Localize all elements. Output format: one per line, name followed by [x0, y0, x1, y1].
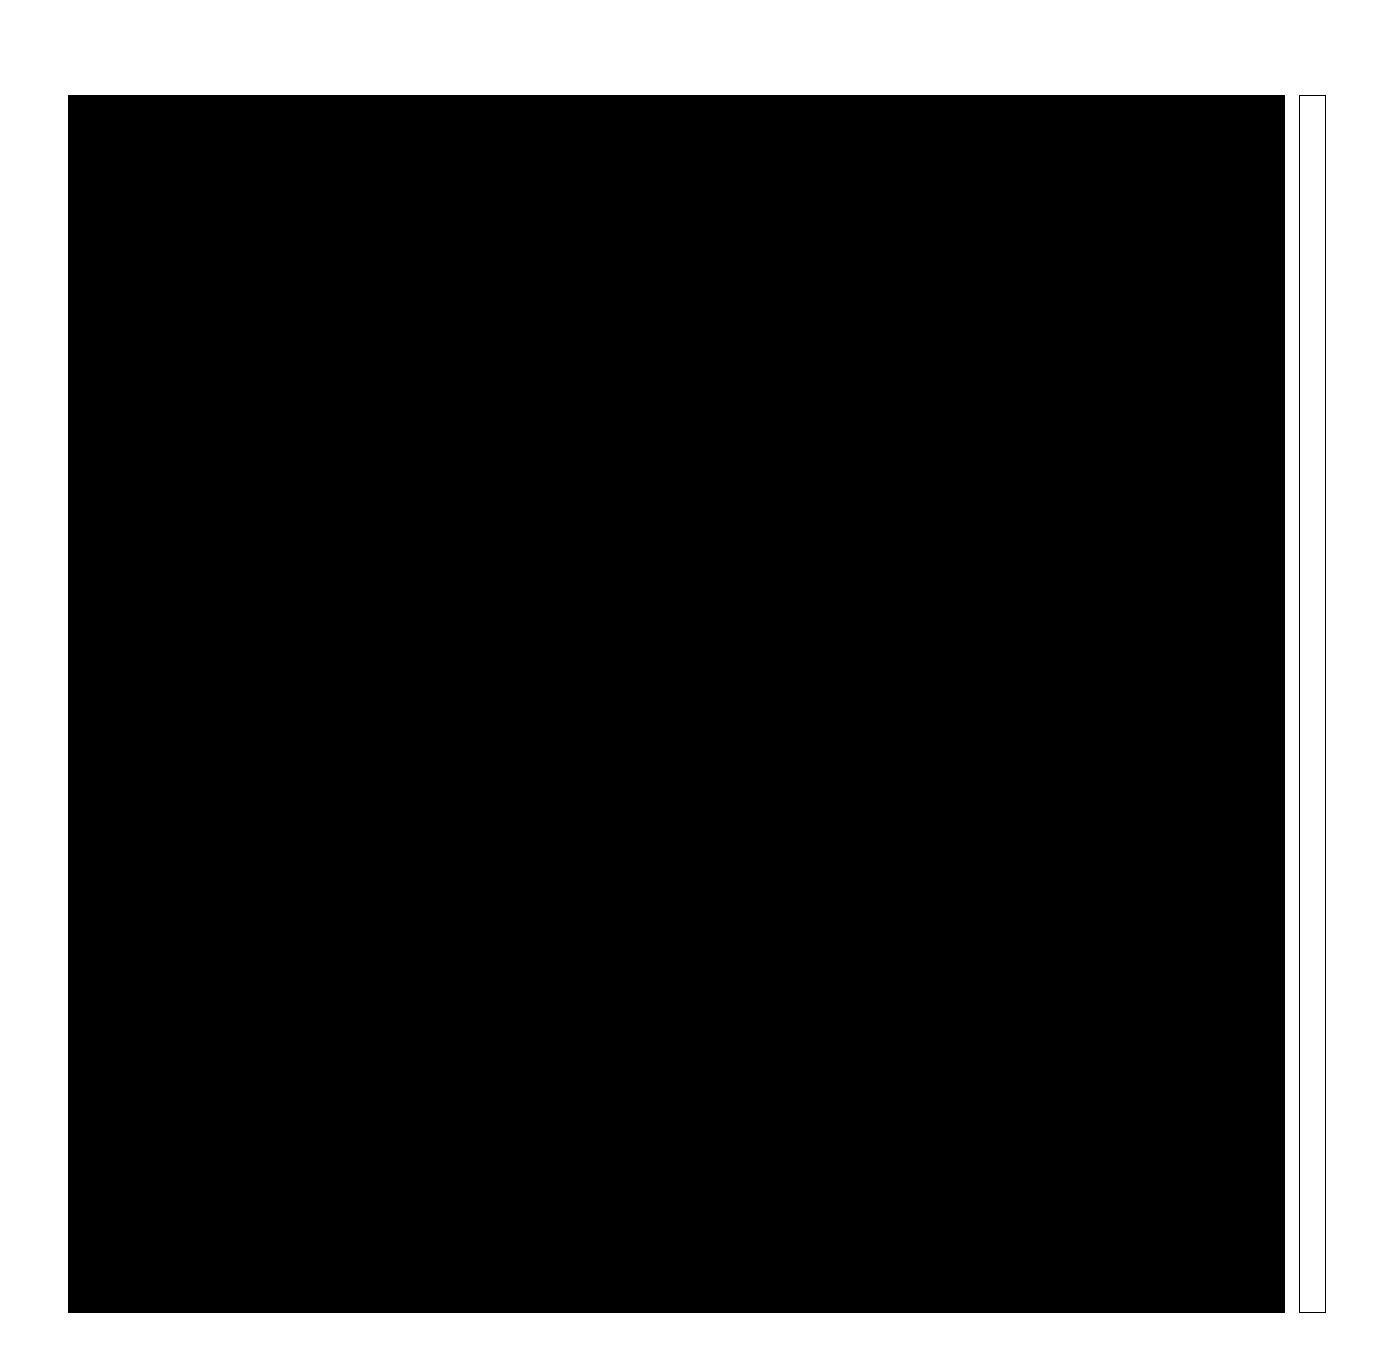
satellite-plot-area — [68, 95, 1285, 1313]
satellite-imagery-canvas — [68, 95, 1285, 1313]
copyright-banner — [68, 1295, 94, 1313]
temperature-colorbar — [1299, 95, 1326, 1313]
